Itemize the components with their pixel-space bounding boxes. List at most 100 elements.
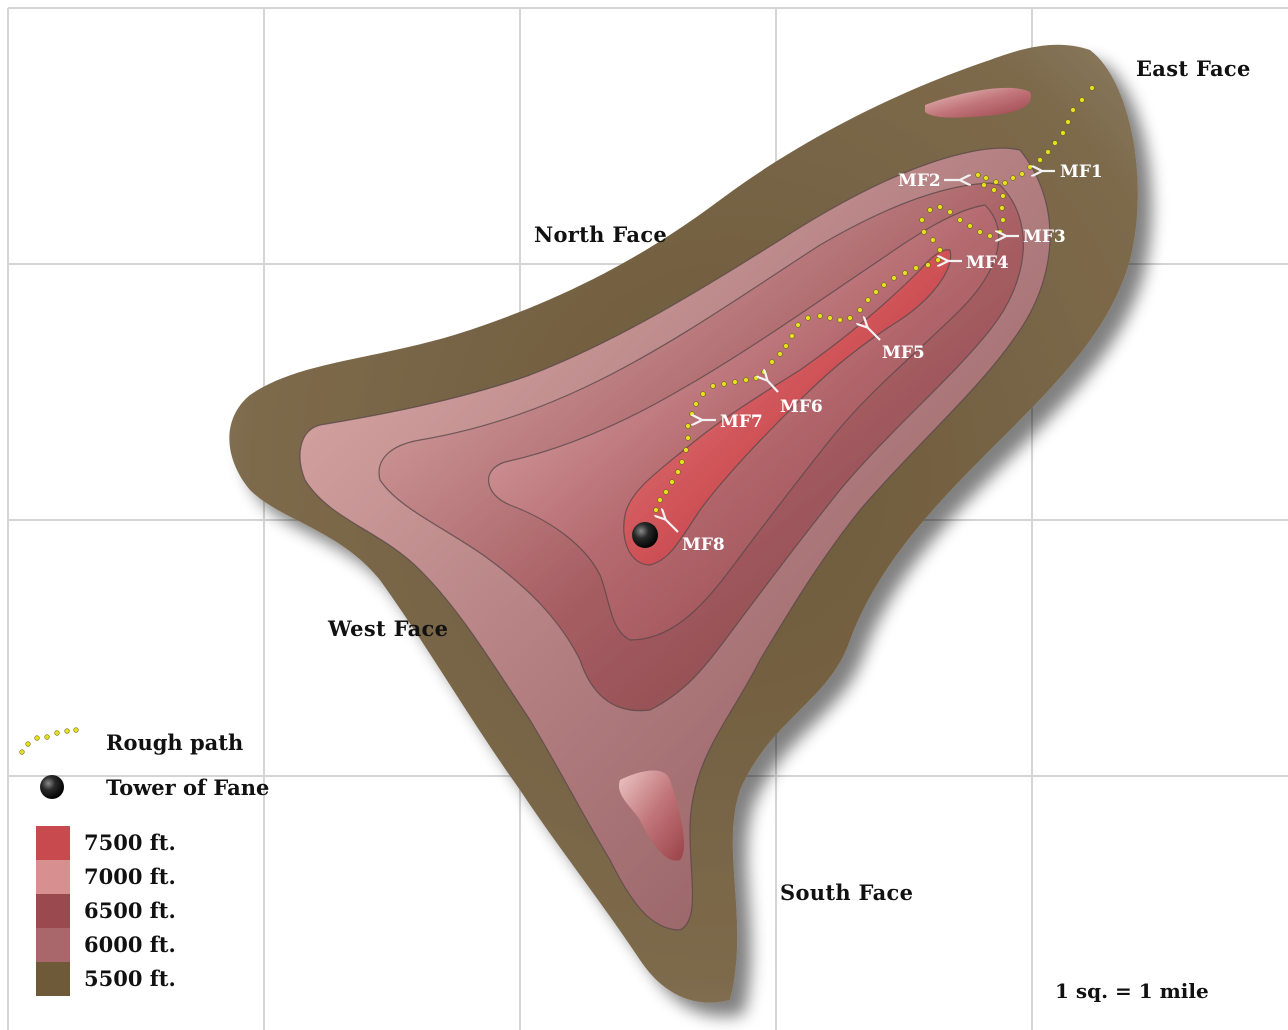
north-face-label: North Face xyxy=(534,222,667,247)
legend-elevation-label: 6500 ft. xyxy=(84,898,176,923)
path-dot xyxy=(685,423,691,429)
legend-swatch xyxy=(36,928,70,962)
path-dot xyxy=(795,322,801,328)
path-dot xyxy=(999,205,1005,211)
path-dot xyxy=(930,237,936,243)
waypoint-label: MF4 xyxy=(966,253,1009,273)
legend-elevation-label: 7500 ft. xyxy=(84,830,176,855)
waypoint-mf6: MF6 xyxy=(766,379,823,417)
path-dot xyxy=(991,187,997,193)
path-dot xyxy=(685,435,691,441)
path-dot xyxy=(663,489,669,495)
tower-of-fane-marker xyxy=(632,522,658,548)
path-dot xyxy=(693,401,699,407)
path-dot xyxy=(1027,164,1033,170)
waypoint-mf8: MF8 xyxy=(664,518,725,555)
path-dot xyxy=(1060,130,1066,136)
south-face-label: South Face xyxy=(780,880,913,905)
path-dot xyxy=(653,507,659,513)
tower-icon xyxy=(40,775,64,799)
waypoint-label: MF1 xyxy=(1060,162,1103,182)
path-dot xyxy=(993,179,999,185)
legend-tower-item: Tower of Fane xyxy=(40,775,269,800)
path-dot xyxy=(669,479,675,485)
waypoint-mf3: MF3 xyxy=(1004,227,1066,247)
path-dot xyxy=(679,459,685,465)
path-dot xyxy=(700,391,706,397)
legend-swatch xyxy=(36,962,70,996)
path-dot xyxy=(913,265,919,271)
legend-path-item: Rough path xyxy=(19,727,243,755)
path-dot xyxy=(1002,180,1008,186)
legend-elevation-label: 5500 ft. xyxy=(84,966,176,991)
west-face-label: West Face xyxy=(327,616,448,641)
path-dot xyxy=(1065,119,1071,125)
legend-path-label: Rough path xyxy=(106,730,243,755)
path-dot xyxy=(753,375,759,381)
path-dot xyxy=(997,229,1003,235)
waypoint-mf1: MF1 xyxy=(1040,162,1103,182)
waypoint-label: MF2 xyxy=(898,171,941,191)
south-outcrop xyxy=(619,770,685,861)
path-dot xyxy=(1037,157,1043,163)
legend-swatch xyxy=(36,826,70,860)
legend-swatch xyxy=(36,860,70,894)
map-scale: 1 sq. = 1 mile xyxy=(1055,979,1209,1003)
path-dot xyxy=(865,297,871,303)
path-dot xyxy=(947,209,953,215)
waypoint-label: MF8 xyxy=(682,535,725,555)
path-dot xyxy=(777,351,783,357)
path-dot xyxy=(881,282,887,288)
legend-swatch xyxy=(36,894,70,928)
waypoint-mf5: MF5 xyxy=(866,326,925,363)
path-dot xyxy=(957,217,963,223)
path-dot xyxy=(983,175,989,181)
path-dot xyxy=(683,447,689,453)
path-dot xyxy=(1089,85,1095,91)
waypoint-label: MF3 xyxy=(1023,227,1066,247)
path-dot xyxy=(919,217,925,223)
path-dot xyxy=(732,379,738,385)
path-dot xyxy=(937,204,943,210)
path-dot xyxy=(689,411,695,417)
path-dot xyxy=(847,315,853,321)
path-dot xyxy=(743,377,749,383)
legend-elevation-label: 7000 ft. xyxy=(84,864,176,889)
mountain xyxy=(229,44,1138,1003)
path-dot xyxy=(977,229,983,235)
path-dot xyxy=(1019,171,1025,177)
path-dot xyxy=(921,229,927,235)
path-dot xyxy=(925,262,931,268)
waypoint-label: MF5 xyxy=(882,343,925,363)
path-dot xyxy=(761,369,767,375)
path-dot xyxy=(805,315,811,321)
path-dot xyxy=(891,275,897,281)
path-dot xyxy=(927,207,933,213)
path-dot xyxy=(1010,175,1016,181)
waypoint-mf7: MF7 xyxy=(700,412,763,432)
waypoint-mf4: MF4 xyxy=(946,253,1009,273)
path-dot xyxy=(873,289,879,295)
legend-elevations: 7500 ft. 7000 ft. 6500 ft. 6000 ft. 5500 ft. xyxy=(36,826,176,996)
path-dot xyxy=(789,333,795,339)
legend-elevation-label: 6000 ft. xyxy=(84,932,176,957)
path-dot xyxy=(817,313,823,319)
path-dot xyxy=(857,307,863,313)
path-dot xyxy=(902,270,908,276)
path-dot xyxy=(935,257,941,263)
path-dot xyxy=(1070,107,1076,113)
path-dot xyxy=(1000,193,1006,199)
map-legend: Rough path Tower of Fane 7500 ft. 7000 ft… xyxy=(19,727,269,996)
path-dot xyxy=(675,469,681,475)
path-dot xyxy=(937,247,943,253)
path-dot xyxy=(1000,217,1006,223)
path-dot xyxy=(769,359,775,365)
waypoint-label: MF6 xyxy=(780,397,823,417)
path-dot xyxy=(1079,97,1085,103)
path-dot xyxy=(827,315,833,321)
path-dot xyxy=(987,233,993,239)
path-dot xyxy=(975,172,981,178)
waypoint-label: MF7 xyxy=(720,412,763,432)
